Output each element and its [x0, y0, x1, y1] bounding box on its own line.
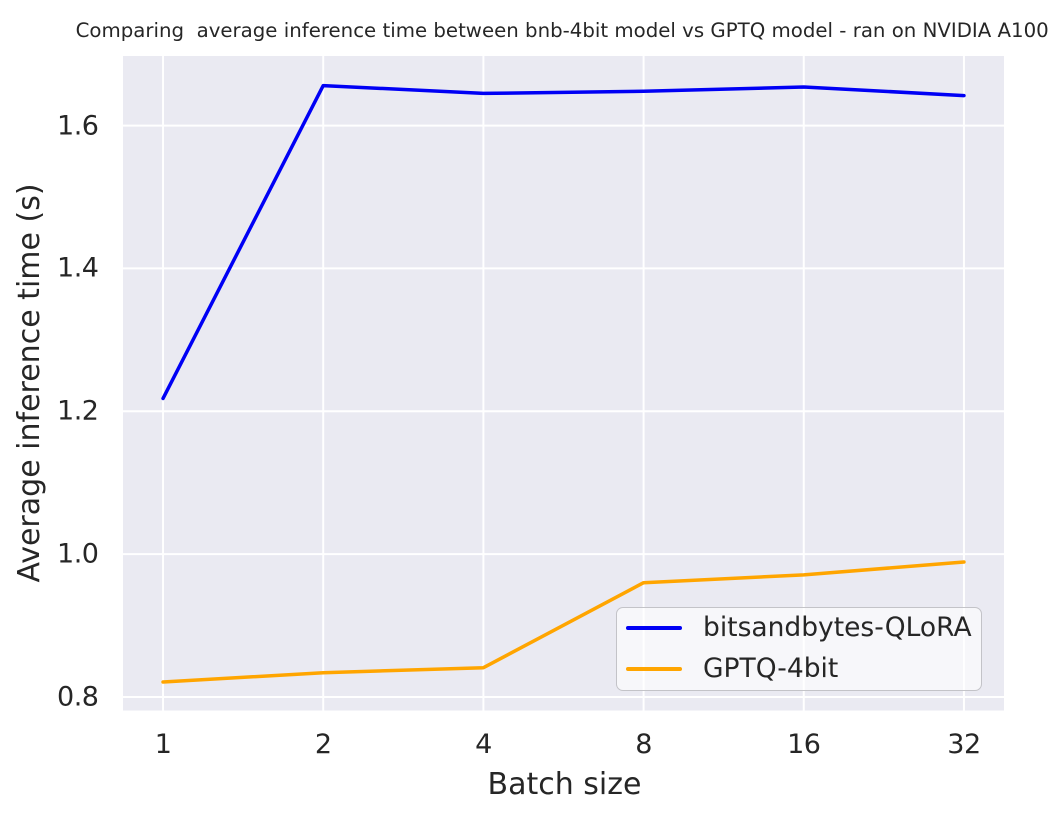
y-tick-label: 1.6 [57, 110, 99, 142]
y-tick-label: 1.4 [57, 252, 99, 284]
legend: bitsandbytes-QLoRA GPTQ-4bit [616, 607, 982, 691]
line-bitsandbytes-QLoRA [161, 83, 966, 401]
legend-line-sample [626, 666, 682, 671]
legend-line-sample [626, 625, 682, 630]
y-tick-label: 1.0 [57, 538, 99, 570]
y-tick-label: 0.8 [57, 681, 99, 713]
y-axis-label: Average inference time (s) [11, 183, 47, 583]
x-tick-label: 16 [787, 729, 821, 760]
legend-label: GPTQ-4bit [703, 652, 839, 684]
x-tick-label: 2 [314, 729, 332, 760]
line-GPTQ-4bit [161, 560, 966, 684]
y-tick-label: 1.2 [57, 395, 99, 427]
x-tick-label: 8 [635, 729, 652, 760]
x-tick-label: 4 [475, 729, 492, 760]
legend-label: bitsandbytes-QLoRA [703, 611, 972, 643]
x-tick-label: 32 [947, 729, 981, 760]
x-axis-label: Batch size [487, 766, 642, 802]
x-tick-label: 1 [154, 729, 172, 760]
axes-background [123, 56, 1004, 711]
chart-title: Comparing average inference time between… [75, 18, 1049, 42]
